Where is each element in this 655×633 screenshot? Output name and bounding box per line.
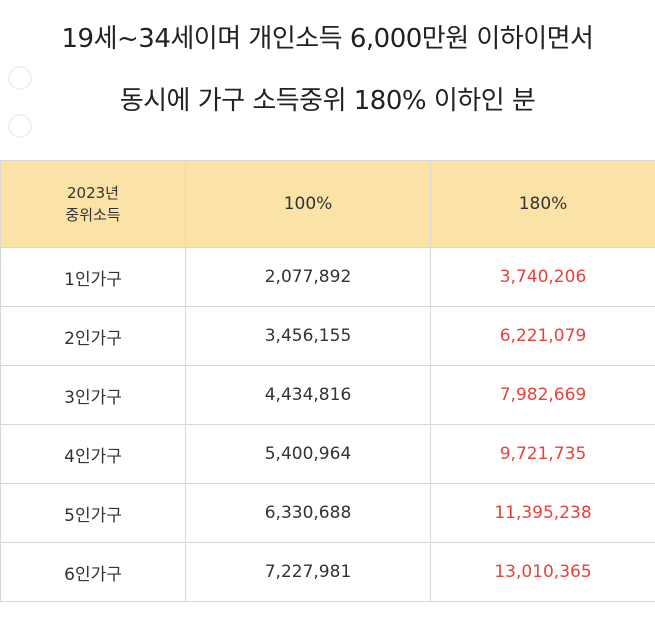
table-row: 2인가구 3,456,155 6,221,079 bbox=[0, 306, 655, 366]
header-100-percent: 100% bbox=[185, 160, 431, 248]
median-180-cell: 7,982,669 bbox=[430, 365, 655, 425]
table-row: 6인가구 7,227,981 13,010,365 bbox=[0, 542, 655, 602]
table-row: 5인가구 6,330,688 11,395,238 bbox=[0, 483, 655, 543]
median-100-cell: 3,456,155 bbox=[185, 306, 431, 366]
header-year-cell: 2023년 중위소득 bbox=[0, 160, 186, 248]
median-100-cell: 2,077,892 bbox=[185, 247, 431, 307]
table-row: 1인가구 2,077,892 3,740,206 bbox=[0, 247, 655, 307]
median-180-cell: 3,740,206 bbox=[430, 247, 655, 307]
eligibility-line-1: 19세~34세이며 개인소득 6,000만원 이하이면서 bbox=[61, 24, 594, 54]
median-income-table: 2023년 중위소득 100% 180% 1인가구 2,077,892 3,74… bbox=[0, 160, 655, 602]
header-180-percent: 180% bbox=[430, 160, 655, 248]
header-year-label: 2023년 bbox=[67, 184, 119, 202]
decorative-circle-icon bbox=[8, 114, 32, 138]
median-100-cell: 4,434,816 bbox=[185, 365, 431, 425]
table-row: 4인가구 5,400,964 9,721,735 bbox=[0, 424, 655, 484]
household-size-cell: 5인가구 bbox=[0, 483, 186, 543]
median-180-cell: 6,221,079 bbox=[430, 306, 655, 366]
household-size-cell: 6인가구 bbox=[0, 542, 186, 602]
household-size-cell: 3인가구 bbox=[0, 365, 186, 425]
header-median-label: 중위소득 bbox=[65, 206, 121, 224]
decorative-circle-icon bbox=[8, 66, 32, 90]
table-row: 3인가구 4,434,816 7,982,669 bbox=[0, 365, 655, 425]
median-180-cell: 9,721,735 bbox=[430, 424, 655, 484]
median-100-cell: 5,400,964 bbox=[185, 424, 431, 484]
household-size-cell: 1인가구 bbox=[0, 247, 186, 307]
median-180-cell: 11,395,238 bbox=[430, 483, 655, 543]
median-100-cell: 7,227,981 bbox=[185, 542, 431, 602]
table-header-row: 2023년 중위소득 100% 180% bbox=[0, 160, 655, 248]
household-size-cell: 4인가구 bbox=[0, 424, 186, 484]
median-100-cell: 6,330,688 bbox=[185, 483, 431, 543]
median-180-cell: 13,010,365 bbox=[430, 542, 655, 602]
eligibility-line-2: 동시에 가구 소득중위 180% 이하인 분 bbox=[119, 86, 536, 116]
household-size-cell: 2인가구 bbox=[0, 306, 186, 366]
eligibility-header: 19세~34세이며 개인소득 6,000만원 이하이면서 동시에 가구 소득중위… bbox=[0, 0, 655, 160]
